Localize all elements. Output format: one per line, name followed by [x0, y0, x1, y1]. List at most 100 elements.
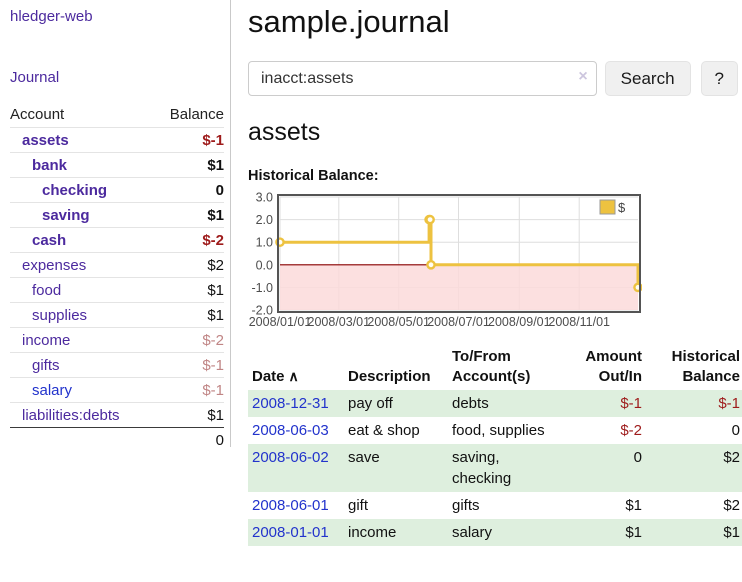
transaction-description: income [348, 524, 397, 541]
transaction-date-link[interactable]: 2008-06-02 [252, 449, 329, 466]
accounts-total-row: 0 [10, 427, 224, 452]
account-balance: $-1 [202, 356, 224, 374]
chart-svg: $3.0 2.0 1.0 0.0 -1.0 -2.02008/01/012008/03/0… [249, 191, 643, 329]
account-link[interactable]: bank [32, 156, 68, 174]
account-balance: $-2 [202, 231, 224, 249]
account-link[interactable]: saving [42, 206, 90, 224]
account-balance: $1 [207, 156, 224, 174]
account-row: supplies $1 [10, 302, 224, 327]
date-column-header[interactable]: Date ∧ [252, 368, 299, 385]
account-balance: 0 [215, 181, 224, 199]
account-row: checking 0 [10, 177, 224, 202]
transaction-date-link[interactable]: 2008-12-31 [252, 395, 329, 412]
account-link[interactable]: checking [42, 181, 108, 199]
accounts-table: Account Balance assets $-1 bank $1 checking 0… [10, 101, 224, 452]
transaction-balance: $2 [723, 497, 740, 514]
data-point-marker [426, 260, 436, 270]
y-tick-label: 2.0 [256, 213, 273, 227]
transaction-accounts: debts [452, 395, 489, 412]
sort-ascending-icon: ∧ [288, 368, 299, 384]
account-row: assets $-1 [10, 127, 224, 152]
account-heading: assets [248, 118, 321, 146]
sidebar: hledger-web Journal Account Balance asse… [0, 0, 231, 449]
transaction-row: 2008-06-03 eat & shop food, supplies $-2 0 [248, 417, 742, 444]
transaction-description: save [348, 449, 380, 466]
main-content: sample.journal × Search ? assets Histori… [248, 0, 742, 546]
help-button[interactable]: ? [700, 61, 738, 96]
negative-region-fill [280, 264, 638, 310]
account-column-header: Account [10, 105, 65, 123]
transaction-row: 2008-12-31 pay off debts $-1 $-1 [248, 390, 742, 417]
transaction-balance: $2 [723, 449, 740, 466]
transaction-amount: 0 [633, 449, 642, 466]
account-link[interactable]: supplies [32, 306, 88, 324]
x-tick-label: 2008/07/01 [427, 315, 490, 329]
clear-search-icon[interactable]: × [578, 68, 588, 85]
amount-column-header: Amount Out/In [585, 348, 642, 385]
transaction-accounts: saving, checking [452, 449, 512, 487]
search-form: × Search ? [248, 61, 738, 96]
transaction-description: pay off [348, 395, 393, 412]
transaction-row: 2008-06-02 save saving, checking 0 $2 [248, 444, 742, 492]
accounts-column-header: To/From Account(s) [452, 348, 531, 385]
transaction-balance: $-1 [718, 395, 740, 412]
search-button[interactable]: Search [604, 61, 691, 96]
transaction-date-link[interactable]: 2008-06-01 [252, 497, 329, 514]
transaction-date-link[interactable]: 2008-01-01 [252, 524, 329, 541]
account-balance: $1 [207, 281, 224, 299]
transaction-accounts: salary [452, 524, 493, 541]
register-table: Date ∧ Description To/From Account(s) Amo… [248, 345, 742, 546]
account-link[interactable]: cash [32, 231, 67, 249]
account-link[interactable]: gifts [32, 356, 60, 374]
plot-border [277, 194, 641, 313]
page-title: sample.journal [248, 4, 450, 39]
account-row: cash $-2 [10, 227, 224, 252]
account-link[interactable]: assets [22, 131, 69, 149]
transaction-date-link[interactable]: 2008-06-03 [252, 422, 329, 439]
account-balance: $-2 [202, 331, 224, 349]
accounts-total-value: 0 [215, 431, 224, 449]
account-link[interactable]: expenses [22, 256, 87, 274]
x-tick-label: 2008/01/01 [249, 315, 312, 329]
account-row: income $-2 [10, 327, 224, 352]
chart-heading: Historical Balance: [248, 168, 379, 184]
y-tick-label: -2.0 [251, 304, 273, 318]
transaction-accounts: food, supplies [452, 422, 545, 439]
accounts-table-header: Account Balance [10, 101, 224, 127]
x-tick-label: 2008/05/01 [367, 315, 430, 329]
transaction-description: eat & shop [348, 422, 420, 439]
account-link[interactable]: salary [32, 381, 73, 399]
historical-balance-chart: $3.0 2.0 1.0 0.0 -1.0 -2.0 2008/01/01 2008/03/0… [248, 191, 643, 333]
account-link[interactable]: income [22, 331, 71, 349]
legend-swatch [599, 199, 616, 215]
x-tick-label: 2008/11/01 [548, 315, 610, 329]
account-row: saving $1 [10, 202, 224, 227]
accounts-table-body: assets $-1 bank $1 checking 0 saving $1 cash $-2 e… [10, 127, 224, 427]
account-balance: $1 [207, 406, 224, 424]
transaction-amount: $-2 [620, 422, 642, 439]
account-balance: $2 [207, 256, 224, 274]
account-balance: $-1 [202, 131, 224, 149]
account-row: bank $1 [10, 152, 224, 177]
account-balance: $1 [207, 306, 224, 324]
account-row: expenses $2 [10, 252, 224, 277]
transaction-row: 2008-06-01 gift gifts $1 $2 [248, 492, 742, 519]
search-input[interactable] [248, 61, 597, 96]
legend-label: $ [618, 200, 626, 215]
x-tick-label: 2008/03/01 [308, 315, 371, 329]
transaction-balance: $1 [723, 524, 740, 541]
y-tick-label: 0.0 [256, 258, 273, 272]
account-link[interactable]: food [32, 281, 62, 299]
y-tick-label: 1.0 [256, 236, 273, 250]
transaction-amount: $1 [625, 497, 642, 514]
app-title-link[interactable]: hledger-web [10, 8, 93, 25]
description-column-header: Description [348, 368, 431, 385]
transaction-row: 2008-01-01 income salary $1 $1 [248, 519, 742, 546]
account-link[interactable]: liabilities:debts [22, 406, 120, 424]
y-tick-label: 3.0 [256, 191, 273, 205]
transaction-description: gift [348, 497, 369, 514]
account-balance: $-1 [202, 381, 224, 399]
account-row: liabilities:debts $1 [10, 402, 224, 427]
sidebar-item-journal[interactable]: Journal [10, 69, 60, 86]
data-point-marker [425, 214, 435, 225]
